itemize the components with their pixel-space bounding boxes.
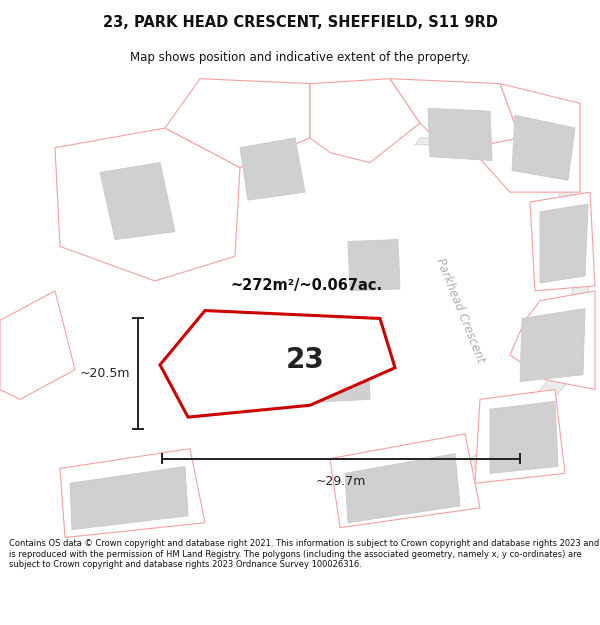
Polygon shape xyxy=(348,239,400,291)
Text: Map shows position and indicative extent of the property.: Map shows position and indicative extent… xyxy=(130,51,470,64)
Polygon shape xyxy=(345,454,460,522)
Polygon shape xyxy=(60,449,205,538)
Polygon shape xyxy=(55,128,240,281)
Polygon shape xyxy=(520,309,585,382)
Polygon shape xyxy=(310,79,420,162)
Polygon shape xyxy=(540,204,588,283)
Polygon shape xyxy=(0,291,75,399)
Polygon shape xyxy=(390,79,520,152)
Polygon shape xyxy=(390,138,590,503)
Text: 23, PARK HEAD CRESCENT, SHEFFIELD, S11 9RD: 23, PARK HEAD CRESCENT, SHEFFIELD, S11 9… xyxy=(103,14,497,29)
Polygon shape xyxy=(330,434,480,528)
Polygon shape xyxy=(70,466,188,529)
Text: ~272m²/~0.067ac.: ~272m²/~0.067ac. xyxy=(230,278,382,293)
Text: 23: 23 xyxy=(286,346,325,374)
Text: ~20.5m: ~20.5m xyxy=(79,368,130,380)
Polygon shape xyxy=(470,84,580,192)
Polygon shape xyxy=(100,162,175,239)
Polygon shape xyxy=(510,291,595,389)
Polygon shape xyxy=(475,389,565,483)
Text: Contains OS data © Crown copyright and database right 2021. This information is : Contains OS data © Crown copyright and d… xyxy=(9,539,599,569)
Polygon shape xyxy=(240,138,305,200)
Polygon shape xyxy=(165,79,310,168)
Polygon shape xyxy=(512,115,575,181)
Text: Parkhead Crescent: Parkhead Crescent xyxy=(433,256,487,365)
Polygon shape xyxy=(490,401,558,473)
Text: ~29.7m: ~29.7m xyxy=(316,476,366,488)
Polygon shape xyxy=(428,108,492,161)
Polygon shape xyxy=(530,192,595,291)
Polygon shape xyxy=(308,345,370,403)
Polygon shape xyxy=(160,311,395,417)
